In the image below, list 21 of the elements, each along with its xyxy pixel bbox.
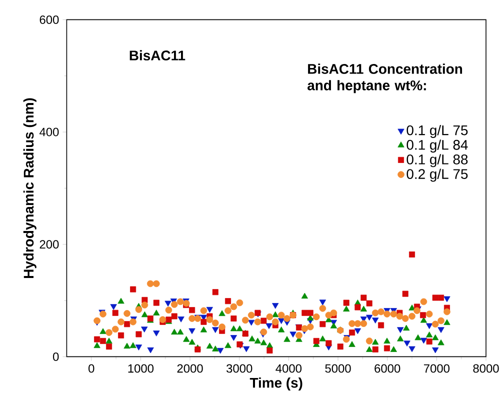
x-tick-label: 8000 — [473, 364, 499, 373]
legend-label: 0.1 g/L 88 — [406, 154, 468, 168]
legend-label: 0.1 g/L 84 — [406, 140, 468, 153]
y-axis-title: Hydrodynamic Radius (nm) — [23, 98, 36, 278]
x-tick-label: 3000 — [226, 364, 252, 373]
x-tick-label: 2000 — [177, 364, 203, 373]
legend-label: 0.1 g/L 75 — [406, 124, 468, 138]
y-tick-label: 200 — [40, 240, 59, 249]
y-tick-label: 0 — [53, 352, 59, 361]
x-tick-label: 1000 — [128, 364, 154, 373]
x-tick-label: 5000 — [325, 364, 351, 373]
y-tick-label: 400 — [40, 128, 59, 136]
y-tick-label: 600 — [40, 15, 59, 24]
legend-title: BisAC11 Concentration and heptane wt%: — [308, 64, 462, 94]
x-tick-label: 0 — [88, 364, 94, 373]
x-tick-label: 6000 — [374, 364, 400, 373]
x-axis-title: Time (s) — [250, 378, 302, 391]
annotation: BisAC11 — [130, 50, 186, 60]
x-tick-label: 4000 — [276, 364, 302, 373]
x-tick-label: 7000 — [424, 364, 450, 373]
legend-label: 0.2 g/L 75 — [406, 168, 468, 182]
